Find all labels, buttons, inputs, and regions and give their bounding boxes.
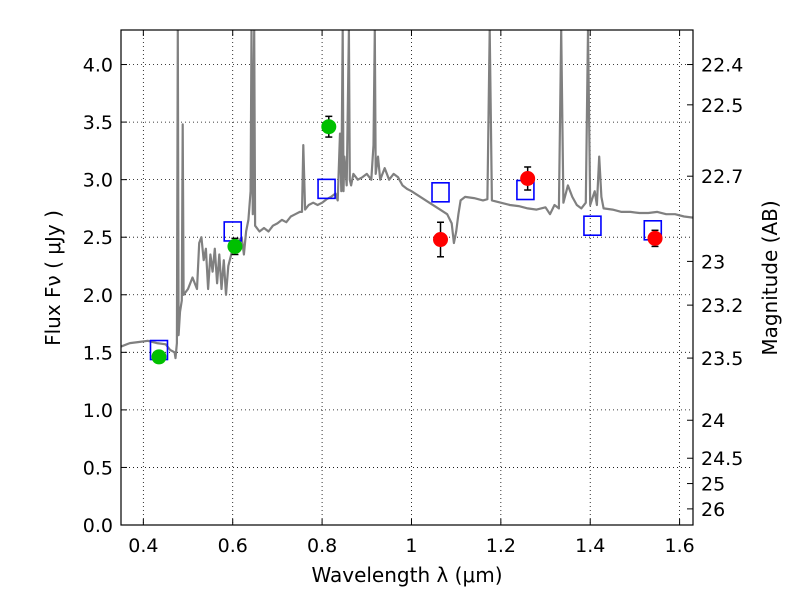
model-point: [431, 182, 450, 203]
x-tick-label: 1.6: [664, 535, 694, 557]
y-right-tick-label: 22.5: [701, 95, 743, 117]
y-right-tick-label: 22.4: [701, 55, 743, 77]
observed-points: [151, 115, 663, 365]
x-tick-label: 1.2: [486, 535, 516, 557]
spectrum-line: [121, 30, 693, 360]
y-right-tick-label: 23: [701, 251, 725, 273]
y-right-tick-label: 26: [701, 499, 725, 521]
x-tick-label: 1: [405, 535, 417, 557]
y-tick-label: 3.5: [83, 112, 113, 134]
y-right-tick-label: 25: [701, 474, 725, 496]
y-right-tick-label: 24.5: [701, 448, 743, 470]
model-point: [317, 178, 336, 200]
observed-nir-point: [520, 171, 536, 186]
y-tick-label: 4.0: [83, 55, 113, 77]
y-right-tick-label: 23.2: [701, 295, 743, 317]
y-tick-label: 2.0: [83, 285, 113, 307]
y-tick-label: 1.5: [83, 342, 113, 364]
spectrum-series: [121, 30, 693, 360]
x-tick-label: 0.6: [218, 535, 248, 557]
x-tick-label: 0.8: [307, 535, 337, 557]
y-tick-label: 0.0: [83, 515, 113, 537]
y-tick-label: 3.0: [83, 170, 113, 192]
x-tick-label: 0.4: [128, 535, 158, 557]
y-axis-right-label: Magnitude (AB): [758, 200, 782, 355]
observed-optical-point: [151, 349, 167, 365]
y-tick-label: 1.0: [83, 400, 113, 422]
observed-nir-point: [433, 232, 449, 248]
y-tick-label: 2.5: [83, 227, 113, 249]
observed-optical-point: [321, 119, 337, 135]
model-points: [149, 178, 663, 361]
model-point: [583, 215, 602, 236]
observed-optical-point: [227, 238, 243, 254]
y-right-tick-label: 23.5: [701, 348, 743, 370]
x-tick-label: 1.4: [575, 535, 605, 557]
axis-ticks: 0.4 0.6 0.8 1 1.2 1.4 1.6 0.0 0.5 1.0 1.5 2.0 2.5 3.0…: [83, 30, 743, 557]
plot-frame: [120, 29, 694, 526]
y-right-tick-label: 24: [701, 410, 725, 432]
y-tick-label: 0.5: [83, 457, 113, 479]
x-axis-label: Wavelength λ (μm): [311, 563, 502, 587]
observed-nir-point: [647, 230, 663, 246]
y-axis-label: Flux Fν ( μJy ): [41, 210, 65, 346]
y-right-tick-label: 22.7: [701, 166, 743, 188]
